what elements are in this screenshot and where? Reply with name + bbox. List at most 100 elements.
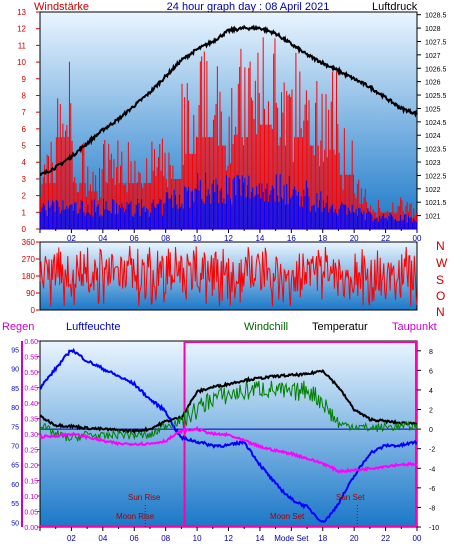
- wind-x-tick-label: 22: [381, 234, 390, 243]
- rain-legend: Regen: [2, 321, 34, 333]
- wind-title: Windstärke: [34, 1, 89, 13]
- moon-set-label: Moon Set: [270, 512, 305, 521]
- temp-y-tick-label: 0: [429, 427, 433, 434]
- temp-y-tick-label: 4: [429, 388, 433, 395]
- sun-rise-label: Sun Rise: [128, 493, 161, 502]
- wind-x-tick-label: 06: [130, 234, 139, 243]
- series-taupunkt: [39, 426, 418, 474]
- rain-y-tick-label: 0.15: [24, 479, 38, 486]
- humidity-y-tick-label: 80: [11, 405, 19, 412]
- humidity-y-tick-label: 95: [11, 347, 19, 354]
- wind-y-tick-label: 11: [18, 41, 27, 50]
- pressure-y-tick-label: 1027: [425, 53, 441, 60]
- rain-y-tick-label: 0.40: [24, 401, 38, 408]
- climate-x-tick-label: 20: [350, 534, 359, 543]
- climate-x-tick-label: 06: [130, 534, 139, 543]
- climate-x-tick-label: 14: [255, 534, 264, 543]
- climate-x-tick-label: 12: [224, 534, 233, 543]
- direction-plot: [39, 245, 418, 307]
- sun-set-label: Sun Set: [336, 493, 365, 502]
- pressure-y-tick-label: 1026: [425, 80, 441, 87]
- wind-y-tick-label: 5: [22, 142, 27, 151]
- moon-rise-label: Moon Rise: [116, 512, 155, 521]
- climate-x-tick-label: 04: [98, 534, 107, 543]
- climate-plot: [39, 341, 418, 527]
- pressure-y-tick-label: 1024.5: [425, 120, 447, 127]
- chart-title: 24 hour graph day : 08 April 2021: [167, 1, 330, 13]
- climate-x-tick-label: 08: [161, 534, 170, 543]
- climate-x-tick-label: Mode Set: [274, 534, 309, 543]
- direction-y-tick-label: 0: [31, 306, 36, 315]
- direction-y-tick-label: 360: [22, 238, 36, 247]
- climate-x-tick-label: 18: [318, 534, 327, 543]
- wind-y-tick-label: 6: [22, 125, 27, 134]
- humidity-y-tick-label: 50: [11, 520, 19, 527]
- temp-y-tick-label: -10: [429, 525, 439, 532]
- wind-x-tick-label: 04: [98, 234, 107, 243]
- compass-label-o: O: [436, 289, 445, 303]
- pressure-y-tick-label: 1028.5: [425, 13, 447, 20]
- wind-plot: [39, 24, 418, 229]
- rain-y-tick-label: 0.60: [24, 339, 38, 346]
- compass-label-s: S: [436, 273, 444, 287]
- rain-y-tick-label: 0.35: [24, 417, 38, 424]
- wind-y-tick-label: 13: [17, 8, 26, 17]
- wind-y-tick-label: 8: [22, 91, 27, 100]
- pressure-y-tick-label: 1022: [425, 187, 441, 194]
- compass-label-n-bottom: N: [436, 305, 445, 319]
- wind-y-tick-label: 1: [22, 208, 27, 217]
- temp-y-tick-label: -4: [429, 466, 435, 473]
- wind-x-tick-label: 16: [287, 234, 296, 243]
- series-windchill: [39, 380, 418, 442]
- dewpoint-legend: Taupunkt: [392, 321, 437, 333]
- wind-y-tick-label: 3: [22, 175, 27, 184]
- direction-y-tick-label: 180: [22, 272, 36, 281]
- pressure-title: Luftdruck: [372, 1, 418, 13]
- pressure-y-tick-label: 1024: [425, 133, 441, 140]
- temp-y-tick-label: -8: [429, 505, 435, 512]
- direction-y-tick-label: 90: [26, 289, 35, 298]
- humidity-y-tick-label: 75: [11, 424, 19, 431]
- temp-y-tick-label: 8: [429, 349, 433, 356]
- temperature-legend: Temperatur: [312, 321, 368, 333]
- humidity-y-tick-label: 90: [11, 367, 19, 374]
- compass-label-n-top: N: [436, 239, 445, 253]
- humidity-y-tick-label: 60: [11, 482, 19, 489]
- pressure-y-tick-label: 1023: [425, 160, 441, 167]
- wind-y-tick-label: 10: [17, 58, 26, 67]
- rain-y-tick-label: 0.00: [24, 525, 38, 532]
- wind-y-tick-label: 9: [22, 75, 27, 84]
- wind-y-tick-label: 2: [22, 192, 27, 201]
- humidity-y-tick-label: 70: [11, 444, 19, 451]
- windchill-legend: Windchill: [244, 321, 288, 333]
- wind-panel: [39, 11, 418, 230]
- humidity-y-tick-label: 65: [11, 463, 19, 470]
- climate-x-tick-label: 22: [381, 534, 390, 543]
- wind-x-tick-label: 14: [255, 234, 264, 243]
- rain-y-tick-label: 0.25: [24, 448, 38, 455]
- wind-y-tick-label: 12: [17, 25, 26, 34]
- pressure-y-tick-label: 1021: [425, 214, 441, 221]
- wind-x-tick-label: 12: [224, 234, 233, 243]
- rain-box: [183, 341, 417, 527]
- pressure-y-tick-label: 1021.5: [425, 200, 447, 207]
- wind-direction-line: [39, 245, 418, 307]
- pressure-y-tick-label: 1028: [425, 26, 441, 33]
- direction-y-tick-label: 270: [22, 255, 36, 264]
- rain-y-tick-label: 0.10: [24, 494, 38, 501]
- wind-y-tick-label: 4: [22, 158, 27, 167]
- climate-x-tick-label: 10: [193, 534, 202, 543]
- wind-x-tick-label: 00: [413, 234, 422, 243]
- wind-x-tick-label: 18: [318, 234, 327, 243]
- rain-y-tick-label: 0.20: [24, 463, 38, 470]
- compass-label-w: W: [436, 256, 448, 270]
- climate-x-tick-label: 02: [67, 534, 76, 543]
- wind-x-tick-label: 02: [67, 234, 76, 243]
- climate-x-tick-label: 00: [413, 534, 422, 543]
- pressure-y-tick-label: 1025.5: [425, 93, 447, 100]
- pressure-line: [39, 24, 418, 176]
- pressure-y-tick-label: 1027.5: [425, 39, 447, 46]
- pressure-y-tick-label: 1022.5: [425, 173, 447, 180]
